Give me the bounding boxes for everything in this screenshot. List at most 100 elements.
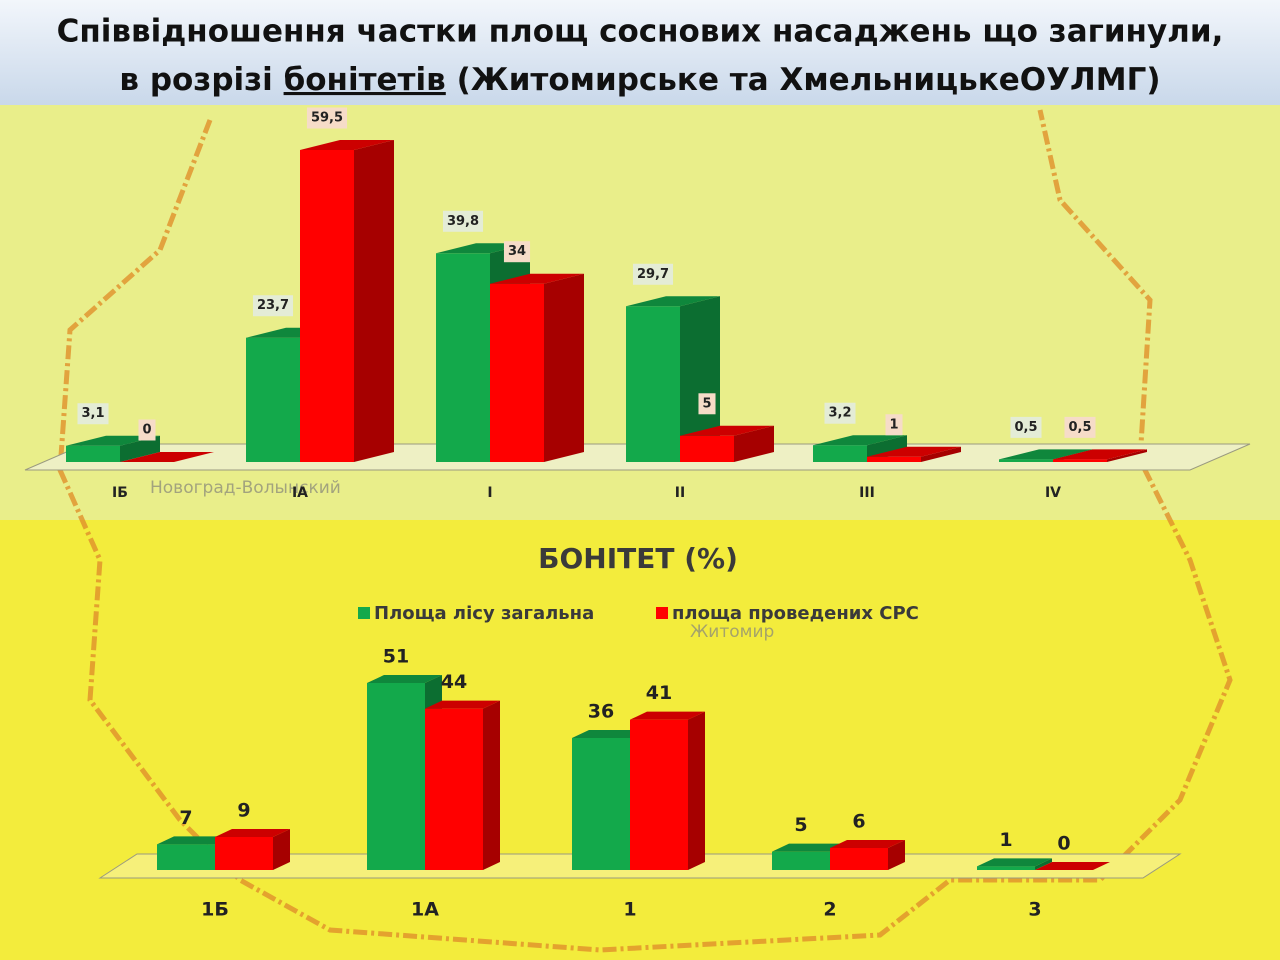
bar: [157, 844, 215, 870]
data-label-text: 0: [1057, 833, 1070, 855]
bar: [772, 851, 830, 870]
bar-top: [626, 296, 720, 307]
data-label: 3,2: [824, 402, 856, 424]
data-label-text: 6: [852, 811, 865, 833]
bar-side: [688, 711, 705, 870]
title-part: в розрізі: [119, 62, 283, 98]
bar: [300, 150, 354, 462]
bar: [867, 456, 921, 462]
title: в розрізі бонітетів (Житомирське та Хмел…: [119, 62, 1160, 98]
data-label: 3,1: [77, 403, 109, 425]
bar-side: [1107, 449, 1147, 462]
data-label: 39,8: [442, 210, 484, 232]
data-label-text: 34: [508, 244, 526, 259]
data-label-text: 41: [646, 682, 672, 704]
bar-top: [490, 273, 584, 284]
data-label-box: [77, 403, 109, 425]
data-label-box: [698, 393, 716, 415]
data-label-text: 9: [237, 800, 250, 822]
data-label-box: [885, 414, 903, 436]
data-label-text: 29,7: [637, 267, 669, 282]
bar-top: [157, 836, 232, 845]
title: Співвідношення частки площ соснових наса…: [57, 14, 1224, 50]
bar: [630, 719, 688, 870]
data-label-text: 1: [999, 829, 1012, 851]
bar-top: [66, 435, 160, 446]
bar: [680, 435, 734, 462]
data-label: 0: [138, 419, 156, 441]
data-label-text: 0,5: [1068, 420, 1091, 435]
bar-top: [680, 425, 774, 436]
x-tick-label: 2: [823, 899, 836, 921]
bar-top: [867, 446, 961, 457]
data-label: 36: [588, 701, 614, 723]
title-part: (Житомирське та ХмельницькеОУЛМГ): [446, 62, 1161, 98]
x-tick-label: І: [487, 485, 492, 501]
axis-title: БОНІТЕТ (%): [538, 542, 738, 575]
data-label-text: 59,5: [311, 111, 343, 126]
bar-top: [999, 449, 1093, 460]
bar-top: [300, 140, 394, 150]
region-border: [57, 109, 1233, 953]
data-label-text: 5: [702, 396, 711, 411]
data-label: 44: [441, 671, 467, 693]
data-label: 29,7: [632, 263, 674, 285]
bar: [66, 445, 120, 462]
x-tick-label: 1: [623, 899, 636, 921]
map-label: Новоград-Волынский: [150, 478, 341, 498]
bar-side: [544, 273, 584, 462]
bar-top: [813, 435, 907, 446]
bar: [813, 445, 867, 462]
x-tick-label: ІІІ: [859, 485, 875, 501]
bar-side: [120, 435, 160, 462]
bar: [626, 306, 680, 462]
data-label: 5: [698, 393, 716, 415]
data-label-box: [138, 419, 156, 441]
bar: [830, 848, 888, 870]
bar-side: [483, 700, 500, 870]
x-tick-label: 1Б: [201, 899, 229, 921]
data-label: 23,7: [252, 295, 294, 317]
data-label-text: 3,1: [81, 406, 104, 421]
data-label: 0,5: [1064, 416, 1096, 438]
data-label-text: 0,5: [1014, 420, 1037, 435]
data-label: 6: [852, 811, 865, 833]
data-label-box: [824, 402, 856, 424]
map-label: Житомир: [690, 622, 774, 642]
bar-top: [367, 675, 442, 683]
data-label-text: 7: [179, 807, 192, 829]
data-label: 7: [179, 807, 192, 829]
x-tick-label: 1А: [411, 899, 439, 921]
bar: [1053, 459, 1107, 462]
bar-side: [734, 425, 774, 462]
data-label: 51: [383, 646, 409, 668]
bar-top: [977, 858, 1052, 867]
data-label: 41: [646, 682, 672, 704]
data-label-text: 0: [142, 423, 151, 438]
data-label-text: 23,7: [257, 298, 289, 313]
bar-side: [1035, 858, 1052, 870]
data-label-text: 39,8: [447, 214, 479, 229]
legend-label: площа проведених СРС: [672, 603, 919, 624]
bar-top: [772, 843, 847, 852]
data-label-box: [503, 241, 531, 263]
bar-top: [215, 829, 290, 837]
title-bar: [0, 0, 1280, 105]
data-label: 1: [885, 414, 903, 436]
legend-label: Площа лісу загальна: [374, 603, 594, 624]
x-tick-label: ІІ: [675, 485, 685, 501]
bar-top: [425, 700, 500, 709]
data-label: 9: [237, 800, 250, 822]
bar-side: [921, 446, 961, 462]
x-tick-label: 3: [1028, 899, 1041, 921]
title-part: бонітетів: [284, 62, 446, 98]
bar: [367, 683, 425, 870]
bar-side: [680, 296, 720, 462]
data-label-text: 44: [441, 671, 467, 693]
bar-top: [120, 452, 214, 462]
bar-side: [273, 829, 290, 870]
data-label-box: [252, 295, 294, 317]
data-label-box: [1010, 416, 1042, 438]
bar-side: [354, 140, 394, 462]
bar: [215, 837, 273, 870]
